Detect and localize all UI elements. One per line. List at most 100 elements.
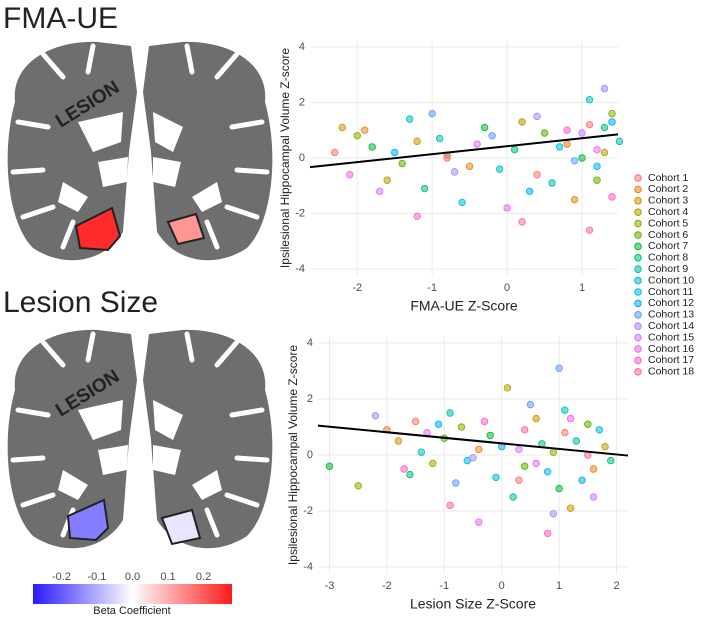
legend-swatch: [634, 276, 642, 285]
hippocampus: [166, 212, 206, 246]
point: [595, 426, 603, 434]
point: [608, 193, 616, 201]
brain-panel: FMA-UE LESION: [3, 2, 272, 260]
panel-title: FMA-UE: [3, 2, 118, 35]
point: [601, 442, 609, 451]
point: [543, 468, 552, 476]
point: [593, 162, 601, 171]
point: [469, 454, 477, 462]
x-tick-label: -1: [427, 282, 437, 294]
x-axis-title: Lesion Size Z-Score: [410, 596, 536, 612]
colorbar-tick-label: 0.2: [196, 571, 211, 583]
point: [420, 184, 429, 193]
point: [593, 145, 601, 154]
colorbar-tick-label: -0.2: [52, 571, 71, 583]
point: [446, 501, 454, 510]
point: [371, 412, 380, 420]
point: [578, 476, 586, 484]
point: [607, 456, 615, 465]
point: [375, 187, 384, 196]
brain-illustration: [8, 330, 273, 548]
legend-label: Cohort 11: [648, 286, 693, 298]
legend-label: Cohort 4: [648, 206, 688, 218]
point: [532, 459, 540, 468]
point: [394, 437, 403, 445]
legend-label: Cohort 14: [648, 320, 694, 332]
point: [563, 140, 571, 148]
point: [608, 109, 616, 118]
point: [446, 409, 454, 417]
point: [566, 414, 575, 423]
point: [325, 462, 334, 470]
point: [515, 445, 523, 454]
y-tick-label: 4: [299, 41, 305, 53]
legend-label: Cohort 15: [648, 331, 694, 343]
point: [533, 170, 541, 179]
legend-swatch: [634, 345, 642, 353]
point: [509, 493, 517, 501]
point: [520, 426, 529, 434]
point: [413, 137, 421, 146]
x-tick-label: -2: [382, 580, 392, 592]
point: [600, 123, 609, 132]
point: [572, 437, 581, 445]
legend-swatch: [634, 288, 642, 296]
point: [417, 448, 426, 456]
y-tick-label: 0: [299, 152, 305, 164]
point: [368, 143, 376, 151]
legend-label: Cohort 2: [648, 183, 688, 195]
point: [353, 132, 361, 140]
legend-label: Cohort 12: [648, 297, 694, 309]
y-axis-title: Ipsilesional Hippocampal Volume Z-score: [286, 345, 300, 565]
x-tick-label: -3: [325, 580, 335, 592]
point: [495, 165, 504, 173]
legend-label: Cohort 3: [648, 195, 688, 207]
point: [383, 176, 391, 184]
point: [428, 109, 436, 118]
point: [600, 148, 609, 157]
point: [518, 218, 526, 226]
point: [589, 493, 598, 501]
colorbar-tick-label: 0.1: [160, 571, 175, 583]
legend-label: Cohort 16: [648, 343, 694, 355]
brain-illustration: [8, 42, 273, 260]
legend-swatch: [634, 368, 642, 376]
legend-swatch: [634, 265, 642, 274]
point: [561, 428, 569, 437]
colorbar-tick-label: -0.1: [87, 571, 106, 583]
point: [510, 145, 519, 154]
point: [543, 529, 552, 538]
point: [475, 445, 483, 454]
point: [585, 95, 594, 104]
point: [434, 420, 443, 428]
point: [492, 473, 500, 482]
point: [406, 470, 414, 479]
point: [578, 154, 586, 162]
brain-panel: Lesion Size LESION: [3, 286, 272, 548]
legend-swatch: [634, 299, 642, 308]
point: [548, 179, 556, 187]
point: [452, 479, 460, 487]
point: [584, 420, 592, 428]
legend-swatch: [634, 197, 642, 205]
point: [549, 448, 558, 456]
point: [615, 137, 624, 146]
point: [457, 423, 466, 431]
point: [503, 384, 512, 392]
y-tick-label: -2: [295, 207, 305, 219]
legend-label: Cohort 8: [648, 252, 688, 264]
point: [526, 400, 535, 409]
point: [555, 143, 564, 151]
point: [585, 120, 594, 129]
legend-swatch: [634, 356, 642, 365]
point: [338, 123, 346, 132]
colorbar-tick-label: 0.0: [125, 571, 140, 583]
point: [413, 212, 421, 221]
y-tick-label: -2: [303, 505, 313, 517]
x-tick-label: -1: [439, 580, 449, 592]
point: [503, 204, 511, 212]
point: [354, 482, 362, 490]
legend-label: Cohort 7: [648, 240, 688, 252]
legend-label: Cohort 6: [648, 229, 688, 241]
